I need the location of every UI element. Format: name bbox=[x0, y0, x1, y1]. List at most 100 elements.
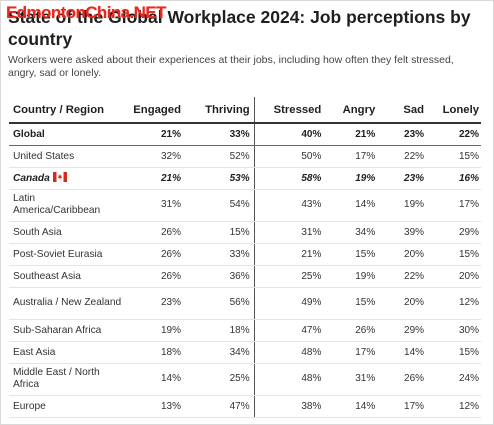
value-cell-engaged: 26% bbox=[127, 221, 185, 244]
value-cell-lonely: 15% bbox=[428, 341, 481, 364]
region-cell: Canada bbox=[9, 167, 127, 190]
table-row: Canada 21% 53% 58% 19% 23% 16% bbox=[9, 167, 481, 190]
value-cell-engaged: 21% bbox=[127, 167, 185, 190]
value-cell-engaged: 14% bbox=[127, 363, 185, 396]
value-cell-sad: 23% bbox=[379, 123, 429, 146]
value-cell-stressed: 40% bbox=[254, 123, 326, 146]
value-cell-stressed: 48% bbox=[254, 363, 326, 396]
value-cell-sad: 22% bbox=[379, 145, 429, 168]
value-cell-lonely: 22% bbox=[428, 123, 481, 146]
value-cell-engaged: 19% bbox=[127, 319, 185, 342]
value-cell-angry: 15% bbox=[325, 287, 380, 320]
region-cell: Sub-Saharan Africa bbox=[9, 319, 127, 342]
value-cell-angry: 19% bbox=[325, 167, 380, 190]
region-name: Global bbox=[13, 128, 45, 140]
value-cell-sad: 29% bbox=[379, 319, 429, 342]
region-cell: Middle East / North Africa bbox=[9, 363, 127, 396]
value-cell-angry: 15% bbox=[325, 243, 380, 266]
value-cell-thriving: 25% bbox=[184, 363, 255, 396]
page-title: State of the Global Workplace 2024: Job … bbox=[8, 7, 471, 49]
value-cell-stressed: 43% bbox=[254, 189, 326, 222]
value-cell-thriving: 34% bbox=[184, 341, 255, 364]
value-cell-sad: 23% bbox=[379, 167, 429, 190]
region-cell: East Asia bbox=[9, 341, 127, 364]
value-cell-lonely: 30% bbox=[428, 319, 481, 342]
value-cell-engaged: 21% bbox=[127, 123, 185, 146]
value-cell-stressed: 21% bbox=[254, 243, 326, 266]
region-name: Australia / New Zealand bbox=[13, 297, 122, 308]
value-cell-angry: 31% bbox=[325, 363, 380, 396]
canada-flag-icon bbox=[52, 172, 67, 182]
value-cell-stressed: 38% bbox=[254, 395, 326, 418]
region-name: Middle East / North Africa bbox=[13, 367, 100, 390]
value-cell-stressed: 50% bbox=[254, 145, 326, 168]
column-header-lonely: Lonely bbox=[428, 97, 481, 124]
value-cell-engaged: 32% bbox=[127, 145, 185, 168]
value-cell-lonely: 12% bbox=[428, 287, 481, 320]
value-cell-thriving: 33% bbox=[184, 123, 255, 146]
value-cell-stressed: 49% bbox=[254, 287, 326, 320]
value-cell-angry: 14% bbox=[325, 189, 380, 222]
table-row: Latin America/Caribbean 31% 54% 43% 14% 19% 17… bbox=[9, 189, 481, 222]
value-cell-angry: 34% bbox=[325, 221, 380, 244]
region-name: East Asia bbox=[13, 346, 56, 358]
value-cell-engaged: 26% bbox=[127, 243, 185, 266]
value-cell-thriving: 47% bbox=[184, 395, 255, 418]
column-header-sad: Sad bbox=[379, 97, 429, 124]
value-cell-engaged: 31% bbox=[127, 189, 185, 222]
value-cell-sad: 39% bbox=[379, 221, 429, 244]
column-header-angry: Angry bbox=[325, 97, 380, 124]
value-cell-thriving: 15% bbox=[184, 221, 255, 244]
job-perceptions-table: Country / Region Engaged Thriving Stress… bbox=[9, 97, 481, 418]
value-cell-thriving: 33% bbox=[184, 243, 255, 266]
value-cell-stressed: 25% bbox=[254, 265, 326, 288]
table-row: Global 21% 33% 40% 21% 23% 22% bbox=[9, 123, 481, 146]
value-cell-lonely: 20% bbox=[428, 265, 481, 288]
value-cell-lonely: 24% bbox=[428, 363, 481, 396]
value-cell-angry: 17% bbox=[325, 145, 380, 168]
region-name: Latin America/Caribbean bbox=[13, 193, 101, 216]
table-row: Post-Soviet Eurasia 26% 33% 21% 15% 20% 15% bbox=[9, 243, 481, 266]
value-cell-angry: 14% bbox=[325, 395, 380, 418]
region-cell: Europe bbox=[9, 395, 127, 418]
value-cell-angry: 19% bbox=[325, 265, 380, 288]
value-cell-stressed: 31% bbox=[254, 221, 326, 244]
region-cell: Southeast Asia bbox=[9, 265, 127, 288]
table-row: Australia / New Zealand 23% 56% 49% 15% 20% 12… bbox=[9, 287, 481, 320]
value-cell-sad: 26% bbox=[379, 363, 429, 396]
column-header-thriving: Thriving bbox=[184, 97, 255, 124]
value-cell-thriving: 53% bbox=[184, 167, 255, 190]
value-cell-engaged: 26% bbox=[127, 265, 185, 288]
region-name: United States bbox=[13, 150, 75, 162]
value-cell-stressed: 47% bbox=[254, 319, 326, 342]
value-cell-angry: 21% bbox=[325, 123, 380, 146]
value-cell-lonely: 17% bbox=[428, 189, 481, 222]
table-row: United States 32% 52% 50% 17% 22% 15% bbox=[9, 145, 481, 168]
column-header-engaged: Engaged bbox=[127, 97, 185, 124]
region-cell: Latin America/Caribbean bbox=[9, 189, 127, 222]
value-cell-sad: 20% bbox=[379, 287, 429, 320]
value-cell-sad: 19% bbox=[379, 189, 429, 222]
value-cell-thriving: 56% bbox=[184, 287, 255, 320]
value-cell-engaged: 18% bbox=[127, 341, 185, 364]
value-cell-lonely: 12% bbox=[428, 395, 481, 418]
region-cell: Australia / New Zealand bbox=[9, 287, 127, 320]
value-cell-lonely: 16% bbox=[428, 167, 481, 190]
value-cell-sad: 22% bbox=[379, 265, 429, 288]
site-watermark: EdmontonChina.NET bbox=[6, 3, 166, 22]
table-row: Europe 13% 47% 38% 14% 17% 12% bbox=[9, 395, 481, 418]
region-cell: South Asia bbox=[9, 221, 127, 244]
value-cell-lonely: 15% bbox=[428, 243, 481, 266]
value-cell-sad: 14% bbox=[379, 341, 429, 364]
value-cell-sad: 17% bbox=[379, 395, 429, 418]
table-row: East Asia 18% 34% 48% 17% 14% 15% bbox=[9, 341, 481, 364]
value-cell-sad: 20% bbox=[379, 243, 429, 266]
region-name: Sub-Saharan Africa bbox=[13, 324, 102, 336]
value-cell-thriving: 36% bbox=[184, 265, 255, 288]
page-subtitle: Workers were asked about their experienc… bbox=[8, 54, 454, 79]
region-cell: United States bbox=[9, 145, 127, 168]
region-name: Southeast Asia bbox=[13, 270, 81, 282]
region-name: Post-Soviet Eurasia bbox=[13, 248, 103, 260]
value-cell-angry: 26% bbox=[325, 319, 380, 342]
